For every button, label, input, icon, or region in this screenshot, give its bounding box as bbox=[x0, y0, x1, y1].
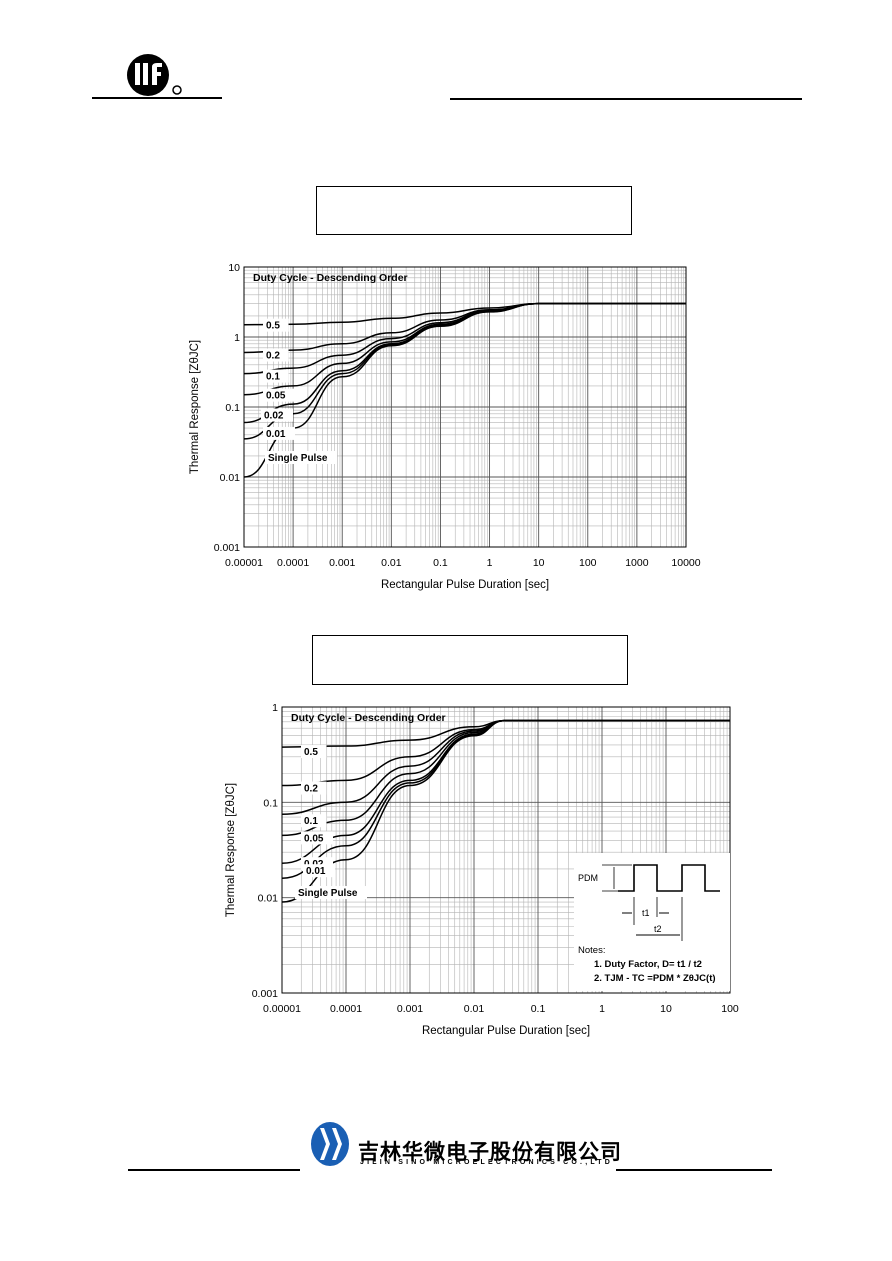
chart2-series-line bbox=[281, 719, 730, 903]
chart2-series-label: 0.1 bbox=[304, 816, 318, 827]
chart2-x-tick-label: 0.1 bbox=[531, 1003, 546, 1015]
company-name-cn: 吉林华微电子股份有限公司 bbox=[358, 1140, 622, 1164]
chart2-pdm-label: PDM bbox=[578, 873, 598, 883]
chart1-series-label: Single Pulse bbox=[268, 453, 328, 464]
chart1-frame bbox=[243, 266, 687, 548]
chart1-x-tick-label: 1 bbox=[487, 557, 493, 569]
chart1-series-label-bg bbox=[265, 451, 337, 464]
chart2-y-tick-label: 0.01 bbox=[258, 893, 279, 905]
chart2-y-tick-label: 1 bbox=[272, 702, 278, 714]
chart2-x-tick-label: 10 bbox=[660, 1003, 672, 1015]
chart1-y-tick-label: 1 bbox=[234, 332, 240, 344]
company-name-en: JILIN SINO MICROELECTRONICS CO.,LTD bbox=[360, 1159, 614, 1166]
header-logo bbox=[126, 53, 184, 97]
chart2-note-item: 1. Duty Factor, D= t1 / t2 bbox=[594, 959, 702, 970]
chart2-x-tick-label: 0.0001 bbox=[330, 1003, 362, 1015]
header-rule-left bbox=[92, 97, 222, 99]
chart2-series-label-bg bbox=[303, 864, 335, 878]
chart2-series-label-bg bbox=[301, 745, 327, 759]
chart1-series-label: 0.05 bbox=[266, 391, 286, 402]
chart2-inset-bg bbox=[574, 853, 730, 991]
footer-rule-left bbox=[128, 1169, 300, 1171]
chart2-svg: 0.00001 0.0001 0.001 0.01 0.1 1 10 100 0.001 0.01… bbox=[225, 702, 739, 1037]
chart1-x-tick-label: 100 bbox=[579, 557, 597, 569]
chart1-x-tick-label: 0.1 bbox=[433, 557, 448, 569]
chart2-x-tick-label: 100 bbox=[721, 1003, 739, 1015]
chart2-series-label-bg bbox=[301, 831, 333, 845]
header-rule-right bbox=[450, 98, 802, 100]
chart2-series-label: 0.01 bbox=[306, 866, 326, 877]
chart1-series-label: 0.1 bbox=[266, 372, 280, 383]
chart2-x-tick-label: 0.01 bbox=[464, 1003, 485, 1015]
footer-logo bbox=[309, 1120, 351, 1168]
chart1-series-label: 0.02 bbox=[264, 411, 284, 422]
chart1-y-tick-label: 0.1 bbox=[225, 402, 240, 414]
chart2-series-label: 0.05 bbox=[304, 833, 324, 844]
chart1-series-label: 0.01 bbox=[266, 429, 286, 440]
chart2-series-label-bg bbox=[301, 781, 327, 795]
chart1-x-tick-label: 0.00001 bbox=[225, 557, 263, 569]
chart1-series-label-bg bbox=[263, 318, 289, 332]
chart1-x-tick-label: 0.01 bbox=[381, 557, 402, 569]
chart2-y-axis-label: Thermal Response [ZθJC] bbox=[225, 783, 237, 917]
chart2-series-label-bg bbox=[295, 886, 367, 900]
chart1-x-tick-label: 0.001 bbox=[329, 557, 355, 569]
chart1-x-tick-label: 1000 bbox=[625, 557, 649, 569]
chart1-y-tick-label: 0.01 bbox=[220, 472, 241, 484]
footer-rule-right bbox=[616, 1169, 772, 1171]
chart2-series-label: 0.2 bbox=[304, 784, 318, 795]
chart1-series-label-bg bbox=[263, 369, 289, 383]
chart1-x-tick-label: 10000 bbox=[671, 557, 700, 569]
chart2-t2-label: t2 bbox=[654, 924, 662, 934]
chart1-series-line bbox=[243, 302, 686, 478]
chart2-pulse-waveform bbox=[618, 864, 720, 892]
chart2-x-tick-label: 1 bbox=[599, 1003, 605, 1015]
chart1-series-label-bg bbox=[261, 408, 293, 422]
chart1-y-axis-label: Thermal Response [ZθJC] bbox=[189, 340, 201, 474]
chart1-svg: 0.00001 0.0001 0.001 0.01 0.1 1 10 100 1000 10000… bbox=[189, 262, 701, 591]
chart2-x-tick-label: 0.00001 bbox=[263, 1003, 301, 1015]
chart1-series-label-bg bbox=[263, 348, 289, 362]
chart1-x-tick-label: 10 bbox=[533, 557, 545, 569]
chart2-note-item: 2. TJM - TC =PDM * ZθJC(t) bbox=[594, 973, 716, 984]
chart1-series-label: 0.5 bbox=[266, 321, 280, 332]
jsm-logo-icon bbox=[127, 54, 182, 96]
chart2-series-label: Single Pulse bbox=[298, 888, 358, 899]
chart1: 0.00001 0.0001 0.001 0.01 0.1 1 10 100 1000 10000… bbox=[180, 250, 720, 605]
chart1-y-tick-label: 10 bbox=[228, 262, 240, 274]
chart2-x-axis-label: Rectangular Pulse Duration [sec] bbox=[422, 1025, 590, 1037]
chart2-legend-title: Duty Cycle - Descending Order bbox=[291, 712, 446, 724]
chart2-title-box bbox=[312, 635, 628, 685]
chart2-y-tick-label: 0.001 bbox=[252, 988, 278, 1000]
chart2-series-label-bg bbox=[301, 814, 327, 828]
chart1-legend-title: Duty Cycle - Descending Order bbox=[253, 272, 408, 284]
chart1-y-tick-label: 0.001 bbox=[214, 542, 240, 554]
chart1-series-label-bg bbox=[263, 426, 295, 440]
chart2-y-tick-label: 0.1 bbox=[263, 797, 278, 809]
chart2: 0.00001 0.0001 0.001 0.01 0.1 1 10 100 0.001 0.01… bbox=[220, 695, 760, 1050]
chart2-series-label: 0.5 bbox=[304, 747, 318, 758]
chart1-series-label: 0.2 bbox=[266, 351, 280, 362]
chart1-x-tick-label: 0.0001 bbox=[277, 557, 309, 569]
chart1-series-label-bg bbox=[263, 388, 295, 402]
chart1-title-box bbox=[316, 186, 632, 235]
chart1-x-axis-label: Rectangular Pulse Duration [sec] bbox=[381, 579, 549, 591]
chart2-frame bbox=[281, 706, 731, 994]
chart2-t1-label: t1 bbox=[642, 908, 650, 918]
chart2-notes-title: Notes: bbox=[578, 945, 605, 956]
jilin-sino-logo-icon bbox=[311, 1122, 349, 1166]
chart2-x-tick-label: 0.001 bbox=[397, 1003, 423, 1015]
